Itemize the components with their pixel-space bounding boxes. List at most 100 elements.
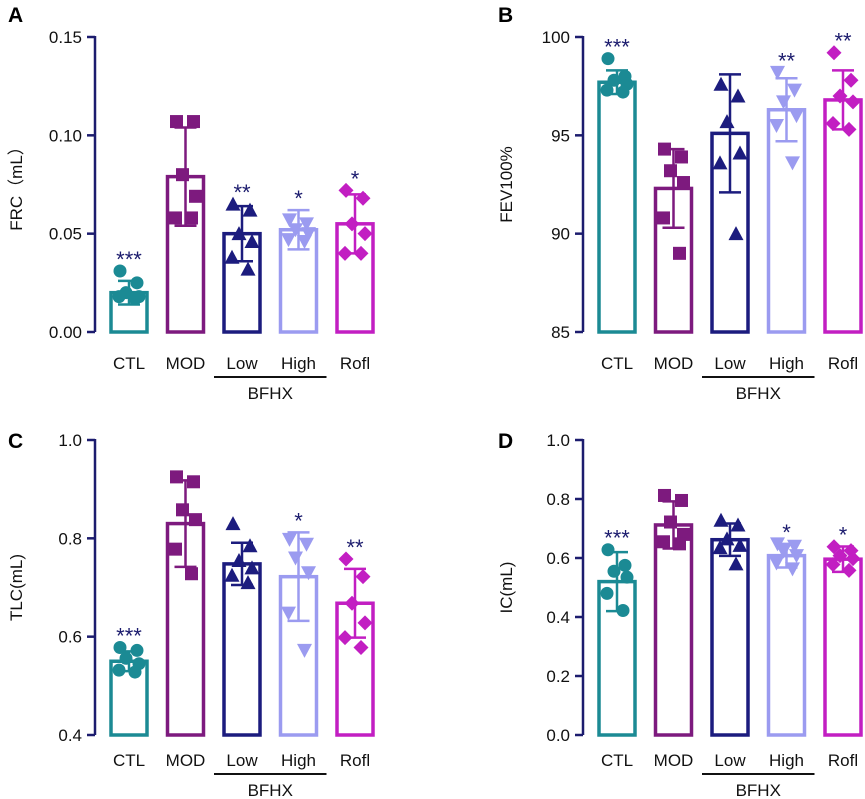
data-point [664, 515, 677, 529]
x-tick-label: MOD [654, 751, 694, 770]
bar [766, 108, 807, 334]
data-point [600, 586, 614, 600]
data-point [170, 470, 183, 484]
bar-group-mod: MOD [654, 488, 694, 770]
data-point [189, 513, 202, 527]
bar-group-high: ** High [766, 48, 807, 373]
data-point [719, 114, 735, 129]
x-tick-label: MOD [166, 751, 206, 770]
bar-group-rofl: * Rofl [823, 522, 863, 770]
x-tick-label: Rofl [828, 354, 858, 373]
group-label: BFHX [248, 781, 293, 799]
data-point [600, 83, 614, 97]
y-tick-label: 0.15 [49, 28, 82, 47]
x-tick-label: Low [714, 751, 746, 770]
data-point [673, 246, 686, 260]
data-point [353, 245, 369, 261]
bar-group-mod: MOD [166, 115, 205, 373]
data-point [769, 556, 784, 571]
data-point [224, 567, 240, 582]
data-point [832, 548, 848, 564]
data-point [344, 595, 360, 611]
data-point [299, 217, 314, 232]
data-point [357, 226, 373, 242]
x-tick-label: Rofl [340, 751, 370, 770]
panel-a: A 0.00 0.05 0.10 0.15 FRC（mL） *** CTL MOD ** Low * H… [7, 4, 375, 403]
data-point [826, 45, 842, 61]
data-point [785, 156, 800, 171]
group-label: BFHX [736, 384, 781, 403]
y-tick-label: 100 [542, 28, 570, 47]
data-point [658, 142, 671, 156]
data-point [353, 639, 369, 655]
data-point [825, 556, 841, 572]
x-tick-label: High [769, 751, 804, 770]
bar [823, 557, 863, 737]
x-tick-label: CTL [601, 751, 633, 770]
group-label: BFHX [736, 781, 781, 799]
group-label: BFHX [248, 384, 293, 403]
x-tick-label: Rofl [828, 751, 858, 770]
x-tick-label: Low [714, 354, 746, 373]
data-point [244, 234, 260, 249]
x-tick-label: Low [226, 354, 258, 373]
significance-label: * [839, 522, 848, 547]
data-point [770, 537, 785, 552]
data-point [297, 235, 312, 250]
data-point [845, 94, 861, 110]
panel-d: D 0.0 0.2 0.4 0.6 0.8 1.0 IC(mL) *** CTL MOD Low * Hi… [497, 430, 863, 799]
bar-group-ctl: *** CTL [597, 526, 637, 770]
data-point [769, 119, 784, 133]
data-point [675, 493, 688, 507]
data-point [288, 223, 303, 238]
y-tick-label: 0.8 [546, 490, 570, 509]
data-point [301, 227, 316, 242]
bar-group-rofl: ** Rofl [823, 29, 863, 373]
data-point [170, 115, 183, 129]
data-point [843, 72, 859, 88]
data-point [299, 537, 314, 552]
data-point [113, 640, 127, 654]
data-point [728, 226, 744, 241]
data-point [616, 604, 630, 618]
y-axis-label: TLC(mL) [7, 554, 26, 621]
data-point [355, 569, 371, 585]
panel-letter: A [8, 4, 23, 27]
data-point [719, 531, 735, 546]
y-tick-label: 0.10 [49, 126, 82, 145]
data-point [657, 535, 670, 549]
y-tick-label: 0.6 [58, 628, 82, 647]
data-point [789, 109, 804, 124]
y-tick-label: 95 [551, 126, 570, 145]
data-point [338, 551, 354, 567]
data-point [776, 95, 791, 110]
significance-label: ** [834, 29, 852, 54]
bar-group-ctl: *** CTL [597, 35, 637, 373]
data-point [657, 211, 670, 225]
data-point [242, 538, 258, 553]
significance-label: *** [116, 247, 142, 272]
data-point [713, 76, 729, 91]
data-point [712, 155, 728, 170]
data-point [231, 226, 247, 241]
data-point [225, 516, 241, 531]
data-point [282, 213, 297, 228]
x-tick-label: MOD [654, 354, 694, 373]
y-tick-label: 0.2 [546, 667, 570, 686]
significance-label: ** [346, 535, 364, 560]
bar-group-rofl: * Rofl [335, 166, 375, 373]
data-point [673, 537, 686, 551]
y-axis-label: FRC（mL） [7, 138, 26, 231]
significance-label: *** [604, 526, 630, 551]
significance-label: ** [233, 180, 251, 205]
data-point [664, 164, 677, 178]
data-point [224, 249, 240, 264]
bar-group-low: Low [710, 73, 750, 373]
panel-letter: D [498, 430, 513, 453]
significance-label: * [351, 166, 360, 191]
data-point [176, 168, 189, 182]
data-point [732, 145, 748, 160]
bar [823, 98, 863, 334]
bar-group-ctl: *** CTL [109, 623, 149, 770]
data-point [675, 150, 688, 164]
